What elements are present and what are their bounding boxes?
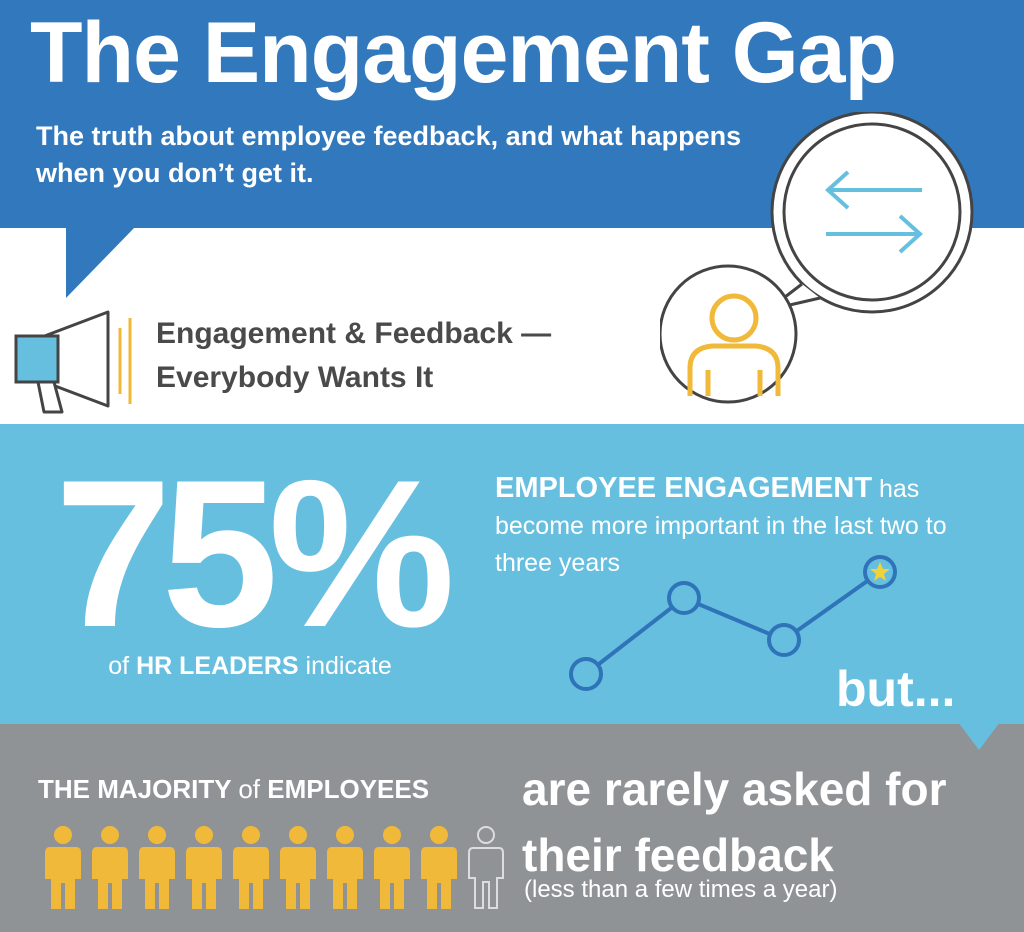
stat-caption-prefix: of xyxy=(108,652,130,680)
stat-description-bold: EMPLOYEE ENGAGEMENT xyxy=(495,472,873,504)
page-subtitle: The truth about employee feedback, and w… xyxy=(36,121,742,188)
stat-caption: of HR LEADERS indicate xyxy=(30,652,470,681)
person-icon xyxy=(421,826,457,909)
exchange-arrows-icon xyxy=(825,170,923,254)
person-icon xyxy=(186,826,222,909)
person-icon xyxy=(45,826,81,909)
person-icon xyxy=(468,826,504,909)
person-icon xyxy=(374,826,410,909)
star-icon xyxy=(870,562,890,581)
stat-description-rest: has become more important in the last tw… xyxy=(495,475,947,577)
trend-line-icon xyxy=(569,555,897,691)
engagement-heading-line2: Everybody Wants It xyxy=(156,361,434,394)
majority-label: THE MAJORITY of EMPLOYEES xyxy=(38,774,429,805)
but-speech-tail xyxy=(958,722,1000,750)
majority-qualifier: (less than a few times a year) xyxy=(524,876,838,903)
people-row xyxy=(42,826,512,910)
person-icon xyxy=(139,826,175,909)
majority-label-bold2: EMPLOYEES xyxy=(267,774,430,804)
majority-headline: are rarely asked for their feedback xyxy=(522,763,947,881)
stat-caption-bold: HR LEADERS xyxy=(136,652,299,680)
stat-band xyxy=(0,424,1024,724)
stat-caption-suffix: indicate xyxy=(305,652,392,680)
stat-description: EMPLOYEE ENGAGEMENT has become more impo… xyxy=(495,470,1005,582)
transition-text: but... xyxy=(836,661,956,717)
person-icon xyxy=(280,826,316,909)
megaphone-icon xyxy=(14,310,132,414)
page-title: The Engagement Gap xyxy=(30,5,897,101)
engagement-heading: Engagement & Feedback — Everybody Wants … xyxy=(156,312,626,400)
engagement-heading-line1: Engagement & Feedback — xyxy=(156,317,552,350)
person-avatar-icon xyxy=(687,293,781,396)
stat-value: 75% xyxy=(54,436,455,671)
majority-band xyxy=(0,724,1024,932)
majority-label-thin: of xyxy=(238,774,261,804)
majority-label-bold1: THE MAJORITY xyxy=(38,774,232,804)
person-icon xyxy=(92,826,128,909)
person-icon xyxy=(327,826,363,909)
person-icon xyxy=(233,826,269,909)
speech-bubble-icon xyxy=(660,112,974,404)
